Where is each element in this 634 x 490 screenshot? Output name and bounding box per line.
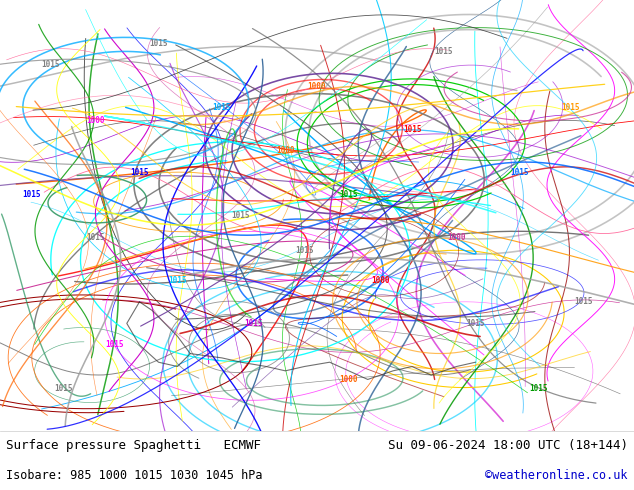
Text: 1015: 1015: [168, 276, 187, 285]
Text: 1015: 1015: [244, 319, 263, 328]
Text: 1015: 1015: [41, 60, 60, 69]
Text: ©weatheronline.co.uk: ©weatheronline.co.uk: [485, 469, 628, 482]
Text: Su 09-06-2024 18:00 UTC (18+144): Su 09-06-2024 18:00 UTC (18+144): [387, 440, 628, 452]
Text: 1000: 1000: [276, 147, 295, 155]
Text: 1015: 1015: [529, 384, 548, 392]
Text: 1015: 1015: [86, 233, 105, 242]
Text: 1015: 1015: [130, 168, 149, 177]
Text: 1015: 1015: [434, 47, 453, 56]
Text: 1015: 1015: [574, 297, 593, 306]
Text: 1015: 1015: [295, 245, 314, 255]
Text: Surface pressure Spaghetti   ECMWF: Surface pressure Spaghetti ECMWF: [6, 440, 261, 452]
Text: 1000: 1000: [371, 276, 390, 285]
Text: 1015: 1015: [149, 39, 168, 48]
Text: 1015: 1015: [510, 168, 529, 177]
Text: 1015: 1015: [22, 190, 41, 198]
Text: 1015: 1015: [466, 319, 485, 328]
Text: 1015: 1015: [212, 103, 231, 112]
Text: 1000: 1000: [447, 233, 466, 242]
Text: 1015: 1015: [231, 211, 250, 220]
Text: 1015: 1015: [339, 190, 358, 198]
Text: 1000: 1000: [86, 116, 105, 125]
Text: 1015: 1015: [403, 125, 422, 134]
Text: Isobare: 985 1000 1015 1030 1045 hPa: Isobare: 985 1000 1015 1030 1045 hPa: [6, 469, 263, 482]
Text: 1015: 1015: [54, 384, 73, 392]
Text: 1015: 1015: [105, 341, 124, 349]
Text: 1015: 1015: [561, 103, 580, 112]
Text: 1000: 1000: [339, 375, 358, 384]
Text: 1000: 1000: [307, 82, 327, 91]
